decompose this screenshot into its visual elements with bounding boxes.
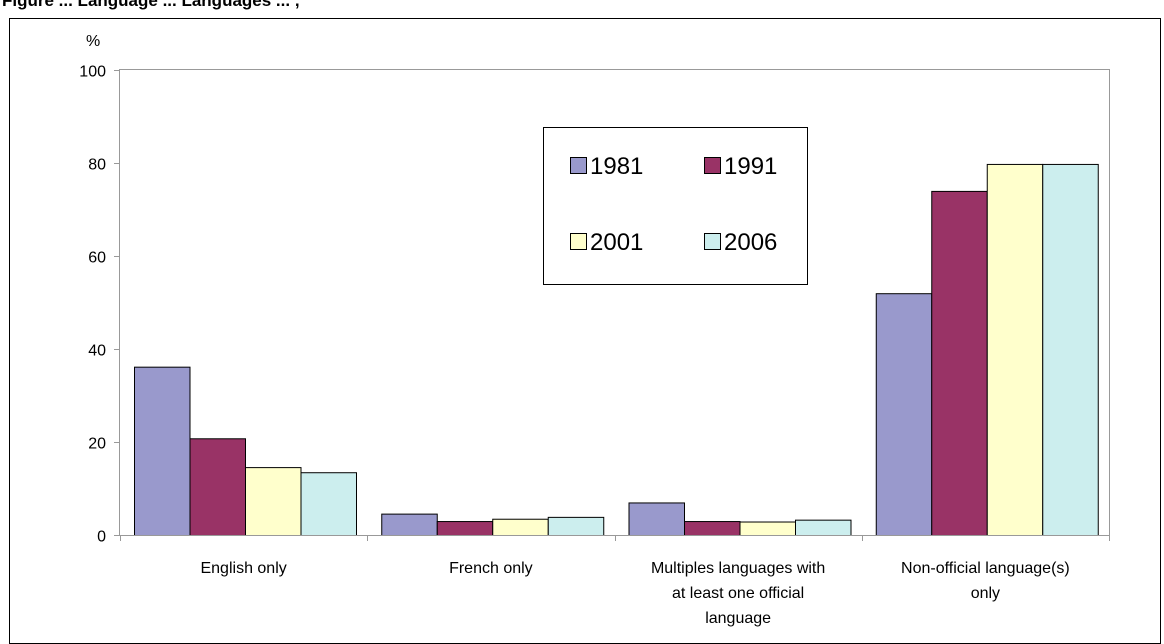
category-label: Multiples languages with at least one off… [651, 560, 825, 627]
bar-1991-0 [189, 438, 246, 536]
legend-box [543, 127, 808, 285]
bar-1991-3 [931, 190, 988, 536]
bar-1981-2 [628, 502, 685, 537]
y-axis-label: % [86, 33, 100, 50]
bars [134, 163, 1099, 537]
y-tick-label: 40 [88, 343, 106, 360]
category-label-line: Multiples languages with [651, 560, 825, 577]
legend-label-1991: 1991 [724, 153, 777, 180]
legend-label-1981: 1981 [590, 153, 643, 180]
category-label: French only [449, 560, 533, 577]
category-label-line: Non-official language(s) [901, 560, 1070, 577]
bar-2001-3 [986, 163, 1044, 536]
legend-swatch-1981 [570, 157, 587, 174]
bar-1981-3 [875, 293, 933, 537]
category-label-line: language [705, 610, 771, 627]
bar-1981-1 [381, 513, 438, 536]
legend-swatch-1991 [704, 157, 721, 174]
bar-1991-2 [684, 521, 741, 536]
bar-2001-2 [739, 521, 796, 537]
legend: 1981 1991 2001 2006 [543, 127, 808, 285]
bar-2006-2 [795, 519, 852, 537]
bar-1991-1 [436, 521, 494, 536]
figure-title: Figure ... Language ... Languages ... , [2, 0, 300, 10]
y-axis: 0 20 40 60 80 100 [79, 64, 120, 546]
legend-label-2001: 2001 [590, 229, 643, 256]
y-tick-label: 20 [88, 436, 106, 453]
category-label: Non-official language(s) only [901, 560, 1070, 602]
legend-swatch-2001 [570, 233, 587, 250]
bar-2001-1 [492, 518, 549, 536]
y-tick-label: 100 [79, 64, 106, 81]
y-tick-label: 0 [97, 529, 106, 546]
y-tick-label: 60 [88, 250, 106, 267]
y-tick-label: 80 [88, 157, 106, 174]
category-label-line: at least one official [672, 585, 804, 602]
figure-title-strip: Figure ... Language ... Languages ... , [0, 0, 1164, 18]
legend-label-2006: 2006 [724, 229, 777, 256]
category-label-line: English only [200, 560, 286, 577]
category-label-line: French only [449, 560, 533, 577]
x-axis: English only French only Multiples languag… [120, 535, 1110, 627]
bar-2006-3 [1042, 163, 1099, 536]
category-label: English only [200, 560, 286, 577]
bar-1981-0 [134, 366, 191, 537]
category-label-line: only [971, 585, 1000, 602]
bar-2006-0 [300, 472, 357, 537]
legend-swatch-2006 [704, 233, 721, 250]
bar-2001-0 [245, 467, 302, 536]
bar-2006-1 [547, 516, 605, 536]
